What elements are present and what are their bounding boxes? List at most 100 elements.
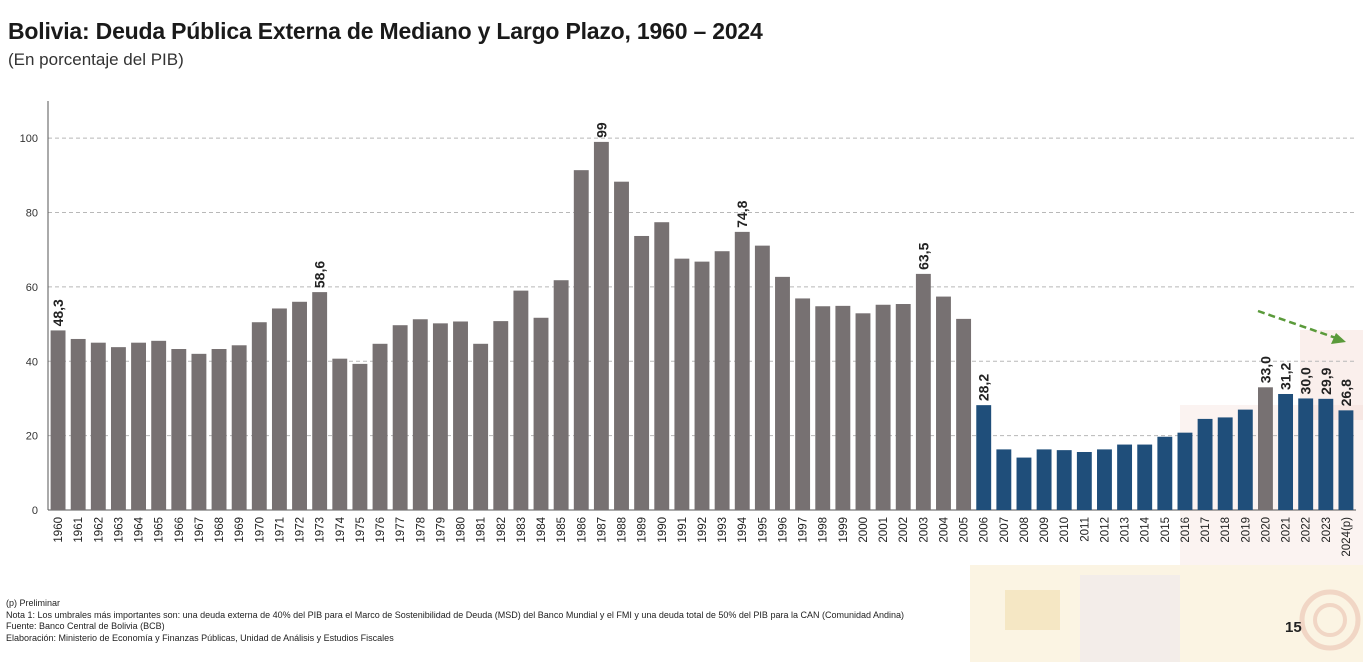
x-tick-label: 1965 [154, 517, 166, 543]
bar-1974 [332, 358, 348, 510]
data-label: 48,3 [50, 299, 66, 326]
x-tick-label: 1993 [717, 517, 729, 543]
x-tick-label: 1997 [798, 517, 810, 543]
x-tick-label: 1999 [838, 517, 850, 543]
x-tick-label: 1982 [496, 517, 508, 543]
bar-1965 [151, 340, 167, 510]
x-tick-label: 2019 [1240, 517, 1252, 543]
bar-2008 [1016, 457, 1032, 510]
x-tick-label: 1996 [777, 517, 789, 543]
x-tick-label: 1987 [596, 517, 608, 543]
bar-1960 [50, 330, 66, 510]
data-label: 33,0 [1257, 356, 1273, 383]
bar-2022 [1298, 398, 1314, 510]
x-tick-label: 1992 [697, 517, 709, 543]
x-tick-label: 1983 [516, 517, 528, 543]
data-label: 58,6 [312, 261, 328, 288]
x-tick-label: 2020 [1260, 517, 1272, 543]
y-tick-label: 0 [32, 505, 38, 517]
bar-1971 [271, 308, 287, 510]
bar-1990 [654, 222, 670, 511]
x-tick-label: 2008 [1019, 517, 1031, 543]
trend-arrow-line [1257, 309, 1337, 340]
x-tick-label: 1966 [174, 517, 186, 543]
x-tick-label: 2000 [858, 517, 870, 543]
x-tick-label: 1994 [737, 516, 749, 542]
y-tick-label: 100 [20, 133, 38, 145]
x-tick-label: 1980 [456, 517, 468, 543]
bar-1972 [292, 301, 307, 510]
data-label: 26,8 [1338, 379, 1354, 406]
x-tick-label: 2013 [1120, 517, 1132, 543]
bar-1991 [674, 258, 690, 510]
bar-1975 [352, 363, 368, 510]
x-tick-label: 2016 [1180, 517, 1192, 543]
bar-1976 [372, 343, 388, 510]
bar-1992 [694, 261, 710, 510]
x-tick-label: 1972 [295, 517, 307, 543]
bar-2023 [1318, 398, 1334, 510]
data-label: 63,5 [915, 242, 931, 269]
x-tick-label: 1984 [536, 516, 548, 542]
x-tick-label: 1978 [415, 517, 427, 543]
x-tick-label: 1995 [757, 517, 769, 543]
bar-2020 [1258, 387, 1273, 510]
bar-2007 [996, 449, 1012, 510]
x-tick-label: 1969 [234, 517, 246, 543]
y-tick-label: 20 [26, 431, 38, 443]
bar-1968 [211, 349, 227, 510]
x-tick-label: 2018 [1220, 517, 1232, 543]
bar-1961 [70, 338, 86, 510]
bar-2014 [1137, 444, 1153, 510]
bar-1966 [171, 349, 187, 510]
x-tick-label: 2015 [1160, 517, 1172, 543]
bar-1970 [251, 322, 267, 510]
bar-1982 [493, 321, 509, 510]
bar-1998 [815, 306, 831, 510]
bar-1994 [734, 231, 750, 510]
x-tick-label: 1986 [576, 517, 588, 543]
bar-2004 [936, 296, 951, 510]
x-tick-label: 1964 [134, 516, 146, 542]
x-tick-label: 1962 [93, 517, 105, 543]
data-label: 29,9 [1318, 367, 1334, 394]
data-label: 28,2 [976, 374, 992, 401]
bar-2009 [1036, 449, 1052, 510]
bar-2006 [976, 405, 992, 510]
x-tick-label: 1973 [315, 517, 327, 543]
x-tick-label: 1960 [53, 517, 65, 543]
bar-1969 [231, 345, 247, 510]
x-tick-label: 1963 [113, 517, 125, 543]
x-tick-label: 1985 [556, 517, 568, 543]
bar-1989 [634, 235, 650, 510]
data-label: 74,8 [734, 200, 750, 227]
bar-2016 [1177, 432, 1193, 510]
x-tick-label: 2005 [959, 517, 971, 543]
bar-2018 [1217, 417, 1233, 510]
x-tick-label: 2003 [918, 517, 930, 543]
data-label: 99 [593, 122, 609, 138]
x-tick-label: 2004 [938, 516, 950, 542]
x-tick-label: 2006 [979, 517, 991, 543]
page-number: 15 [1285, 619, 1302, 636]
note-elaboration: Elaboración: Ministerio de Economía y Fi… [6, 632, 394, 643]
x-tick-label: 1967 [194, 517, 206, 543]
x-tick-label: 2022 [1301, 517, 1313, 543]
data-label: 30,0 [1298, 367, 1314, 394]
x-tick-label: 2011 [1079, 517, 1091, 542]
x-tick-label: 1981 [476, 517, 488, 543]
x-tick-label: 2002 [898, 517, 910, 543]
bar-2003 [915, 273, 931, 510]
bar-2021 [1278, 393, 1294, 510]
bar-2019 [1237, 409, 1253, 510]
x-tick-label: 2023 [1321, 517, 1333, 543]
x-tick-label: 2001 [878, 517, 890, 543]
bar-2024(p) [1338, 410, 1354, 510]
bar-1986 [573, 170, 589, 510]
x-tick-label: 1975 [355, 517, 367, 543]
x-tick-label: 1968 [214, 517, 226, 543]
bar-1963 [110, 347, 126, 510]
y-tick-label: 40 [26, 356, 38, 368]
bar-1987 [593, 141, 609, 510]
chart-subtitle: (En porcentaje del PIB) [8, 50, 184, 69]
